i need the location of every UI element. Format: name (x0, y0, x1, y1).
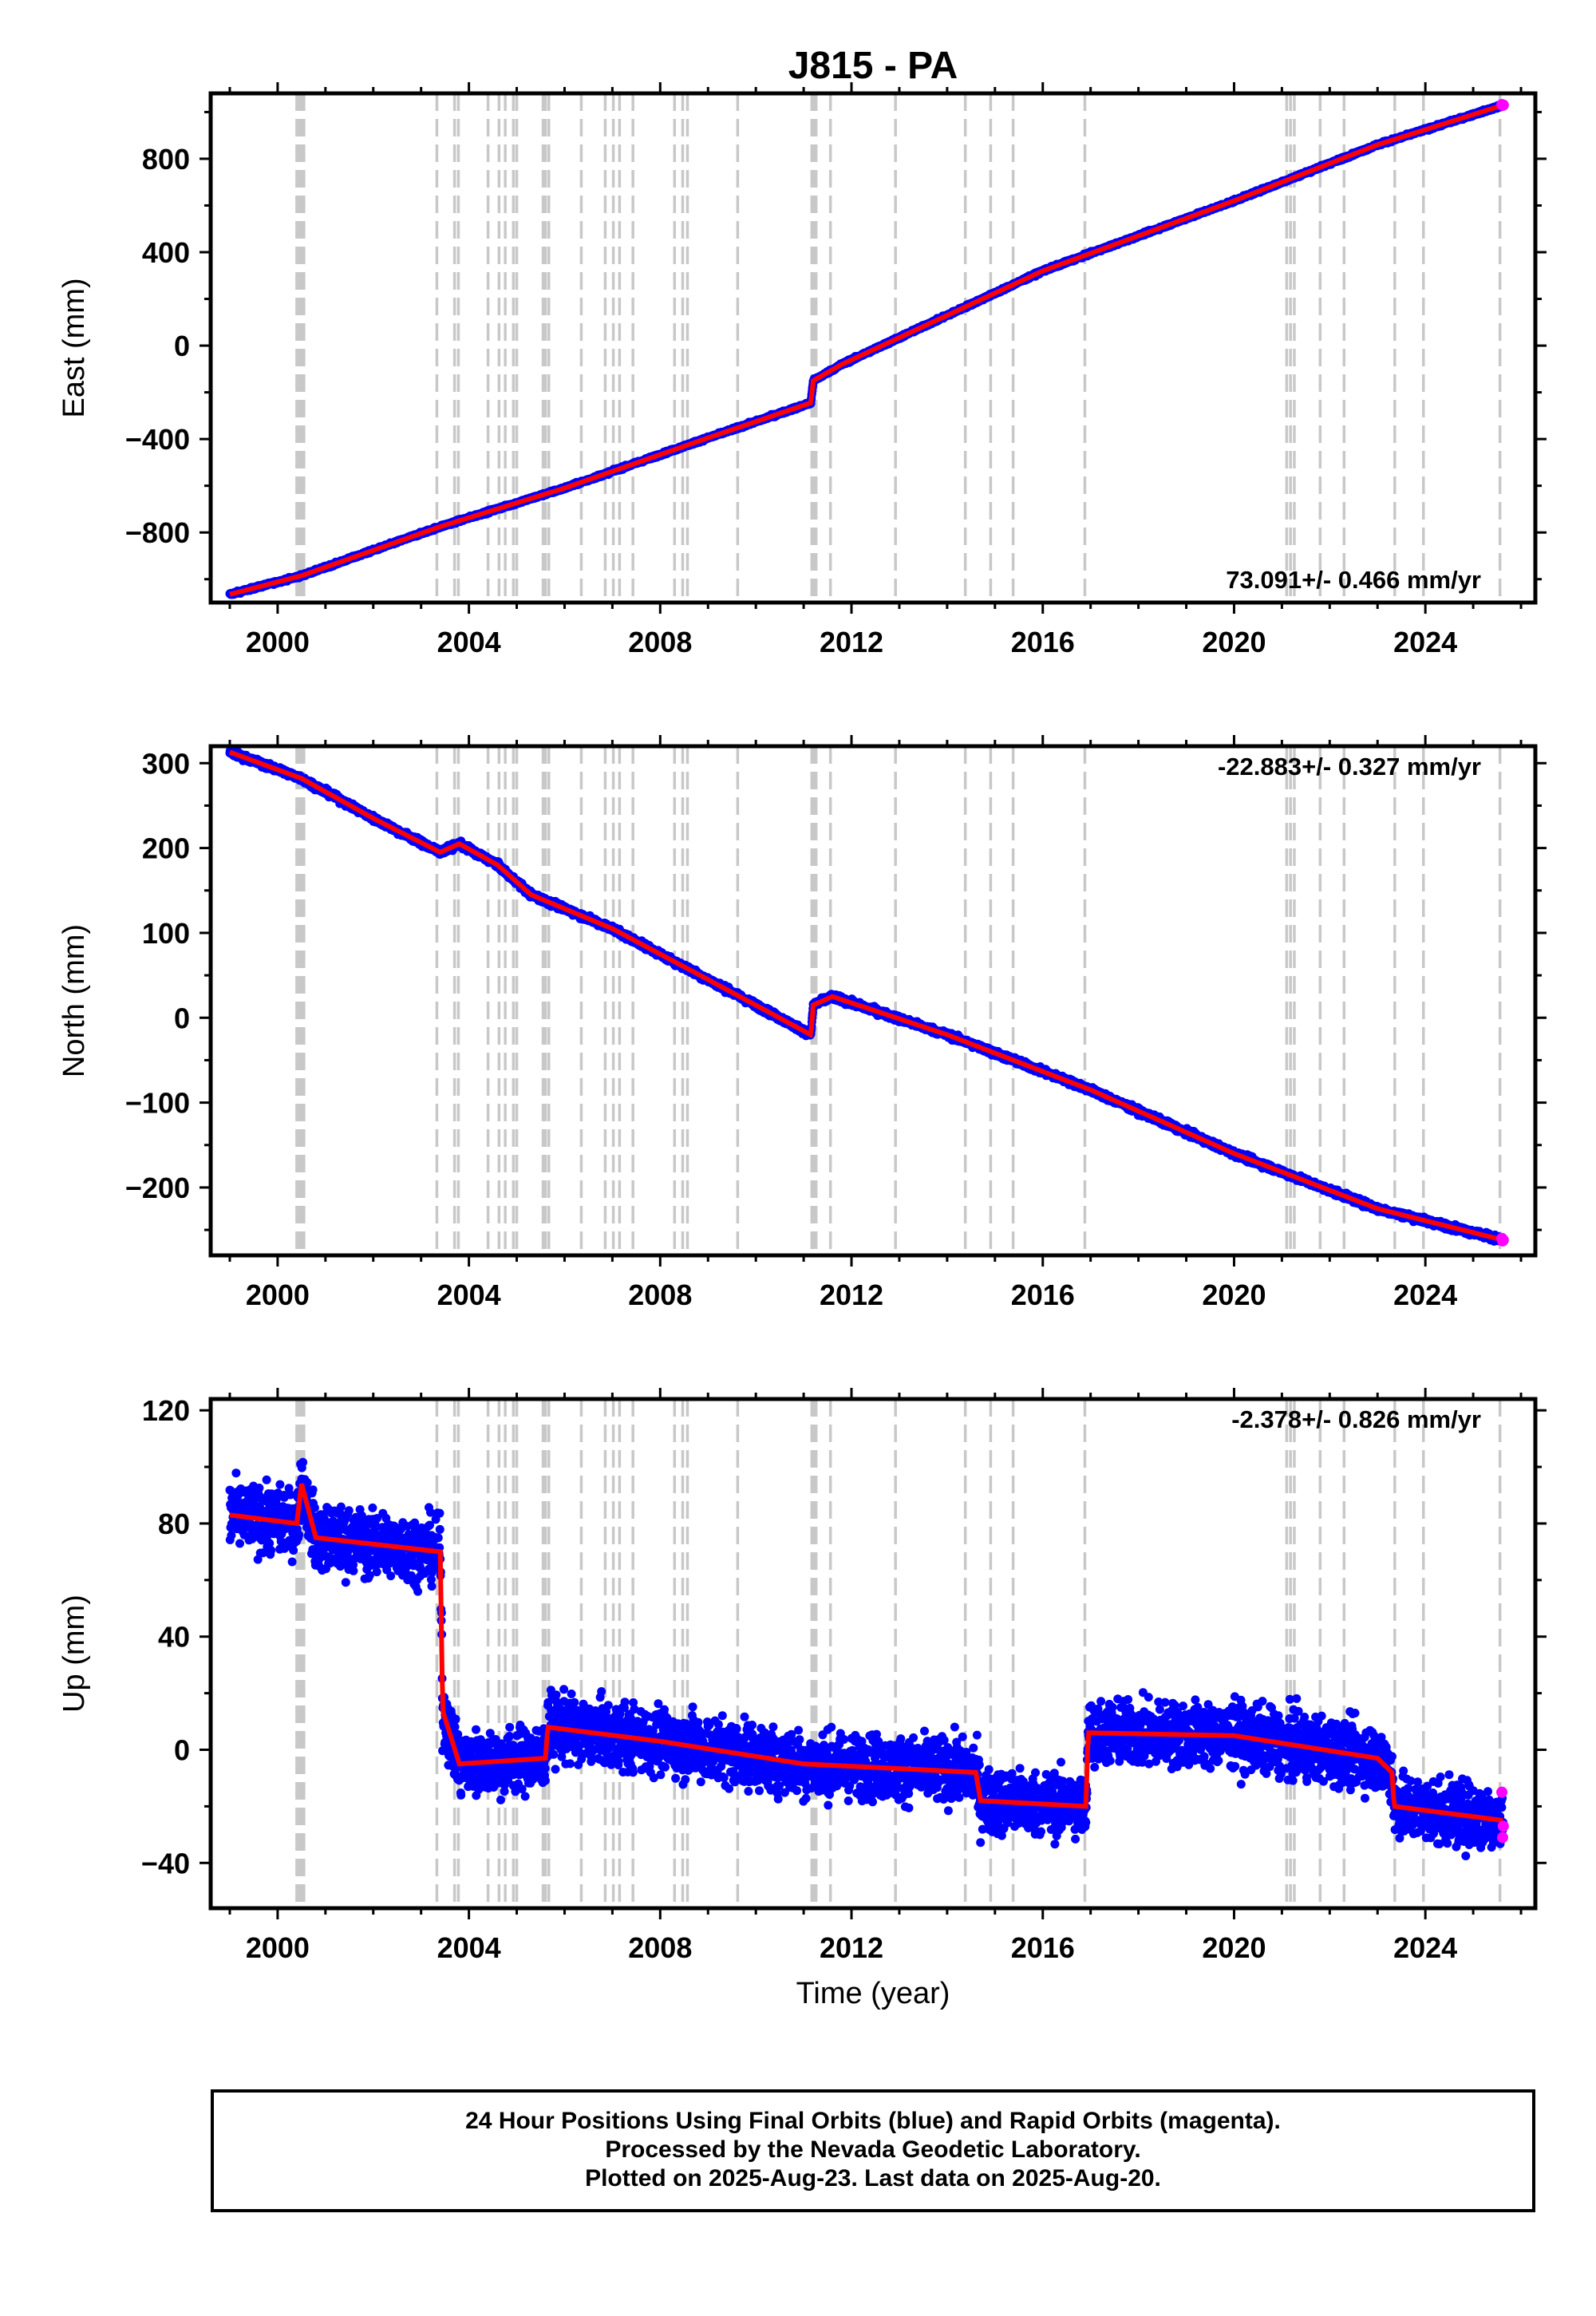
east-x-tick-label: 2008 (628, 626, 692, 658)
east-panel: 2000 2004 2008 2012 2016 2020 2024 −800 −400 0 400… (57, 82, 1547, 658)
figure-title: J815 - PA (788, 45, 958, 87)
north-plot-area (225, 746, 1509, 1255)
east-x-tick-label: 2012 (820, 626, 883, 658)
east-observations (225, 100, 1508, 599)
east-y-tick-label: −800 (125, 516, 190, 549)
east-y-tick-label: 0 (174, 330, 190, 362)
east-rate-label: 73.091+/- 0.466 mm/yr (1226, 566, 1481, 594)
east-x-tick-label: 2020 (1202, 626, 1266, 658)
east-x-tick-label: 2000 (246, 626, 310, 658)
east-y-tick-label: −400 (125, 423, 190, 456)
east-y-axis-label: East (mm) (57, 278, 91, 417)
east-x-tick-label: 2024 (1393, 626, 1457, 658)
north-panel: 2000 2004 2008 2012 2016 2020 2024−200−1000100… (57, 735, 1547, 1311)
east-x-tick-label: 2016 (1011, 626, 1075, 658)
east-rapid-point (1497, 99, 1509, 111)
east-plot-area (225, 93, 1509, 603)
east-y-tick-label: 400 (142, 236, 190, 269)
east-x-tick-label: 2004 (437, 626, 501, 658)
east-y-tick-label: 800 (142, 143, 190, 176)
